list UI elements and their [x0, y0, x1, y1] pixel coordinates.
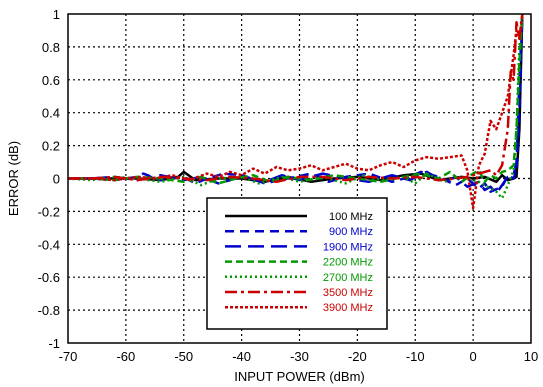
legend-entry-label: 900 MHz	[329, 226, 373, 238]
y-tick-label: 0.6	[42, 73, 60, 88]
legend-entry-label: 2700 MHz	[323, 272, 373, 284]
legend-entry-label: 1900 MHz	[323, 241, 373, 253]
series-line-2200-mhz	[68, 13, 524, 185]
x-axis-label: INPUT POWER (dBm)	[234, 369, 365, 384]
series-line-2700-mhz	[67, 13, 524, 200]
y-tick-label: -1	[48, 336, 60, 351]
x-tick-label: -40	[232, 349, 251, 364]
y-tick-label: -0.6	[38, 270, 60, 285]
x-tick-label: -50	[174, 349, 193, 364]
y-tick-label: -0.2	[38, 204, 60, 219]
y-axis-label: ERROR (dB)	[6, 141, 21, 216]
legend-entry-label: 3500 MHz	[323, 287, 373, 299]
x-tick-label: -70	[59, 349, 78, 364]
series-line-100-mhz	[68, 13, 524, 184]
y-tick-label: 0.2	[42, 139, 60, 154]
plot-frame	[67, 13, 532, 344]
series-line-3900-mhz	[68, 13, 524, 210]
legend-entry-label: 100 MHz	[329, 211, 373, 223]
y-tick-label: 0.8	[42, 40, 60, 55]
legend-entry-label: 3900 MHz	[323, 302, 373, 314]
y-tick-label: 0	[53, 172, 60, 187]
tick-labels: -70 -60 -50 -40 -30 -20 -10 0 10 1 0.8 0.6 0.4 0.2 0 -0…	[38, 7, 539, 364]
legend: 100 MHz 900 MHz 1900 MHz 2200 MHz 2700 MHz 35…	[206, 197, 388, 330]
x-tick-label: 10	[524, 349, 538, 364]
y-tick-label: -0.8	[38, 303, 60, 318]
legend-entry-label: 2200 MHz	[323, 257, 373, 269]
x-tick-label: -20	[348, 349, 367, 364]
series-line-1900-mhz	[68, 13, 524, 195]
y-tick-label: -0.4	[38, 237, 60, 252]
x-tick-label: -10	[406, 349, 425, 364]
series-line-900-mhz	[68, 13, 524, 193]
x-tick-label: 0	[470, 349, 477, 364]
series-line-3500-mhz	[68, 13, 524, 184]
y-tick-label: 1	[53, 7, 60, 22]
x-tick-label: -30	[290, 349, 309, 364]
y-tick-label: 0.4	[42, 106, 60, 121]
x-tick-label: -60	[116, 349, 135, 364]
series-lines	[67, 13, 524, 210]
